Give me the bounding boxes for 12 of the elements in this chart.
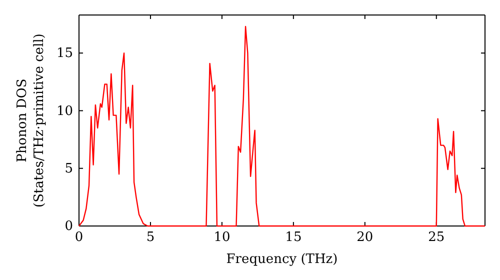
y-tick-label: 10 [56, 104, 73, 119]
x-tick-label: 15 [285, 230, 302, 246]
x-tick-label: 25 [428, 230, 445, 246]
x-axis-title: Frequency (THz) [226, 252, 338, 267]
y-tick-label: 0 [64, 219, 73, 234]
x-tick-label: 5 [146, 230, 155, 246]
y-tick-label: 15 [56, 46, 73, 62]
x-tick-label: 20 [356, 230, 374, 246]
y-axis-title: Phonon DOS (States/THz·primitive cell) [15, 33, 47, 208]
x-tick-label: 10 [214, 230, 230, 246]
x-tick-label: 0 [74, 230, 84, 246]
y-tick-label: 5 [64, 162, 73, 177]
